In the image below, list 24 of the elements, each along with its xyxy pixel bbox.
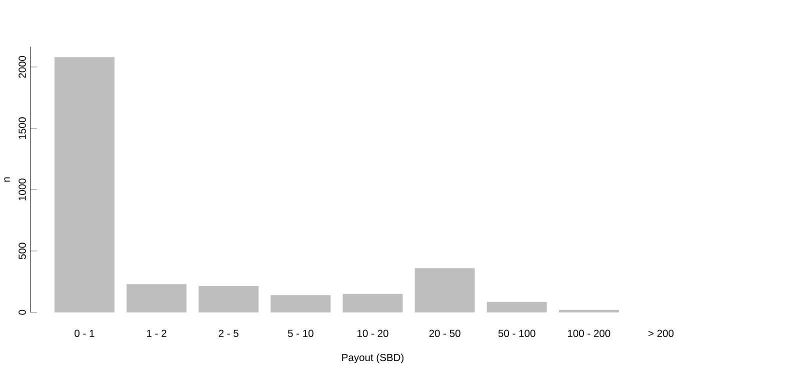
bar [270,295,331,312]
x-tick-label: 5 - 10 [288,330,314,338]
y-tick-label: 1000 [18,178,26,200]
x-axis-title: Payout (SBD) [342,354,404,364]
bar [342,294,403,312]
y-tick-label: 1500 [18,117,26,140]
x-tick-label: 100 - 200 [568,330,610,338]
bar [126,284,187,312]
x-tick-label: 50 - 100 [498,330,536,338]
bar [54,57,114,312]
x-tick-label: > 200 [648,330,674,338]
bar [198,286,259,312]
x-tick-label: 2 - 5 [218,330,238,338]
x-tick-label: 0 - 1 [74,330,94,338]
x-tick-label: 20 - 50 [429,330,460,338]
y-tick-label: 2000 [18,56,26,78]
bar [486,302,547,312]
x-tick-label: 1 - 2 [147,330,166,338]
y-tick-label: 0 [18,310,26,315]
bar [414,268,475,312]
y-axis-title: n [4,177,10,182]
x-tick-label: 10 - 20 [358,330,388,338]
bar [558,310,619,312]
y-tick-label: 500 [18,242,26,260]
